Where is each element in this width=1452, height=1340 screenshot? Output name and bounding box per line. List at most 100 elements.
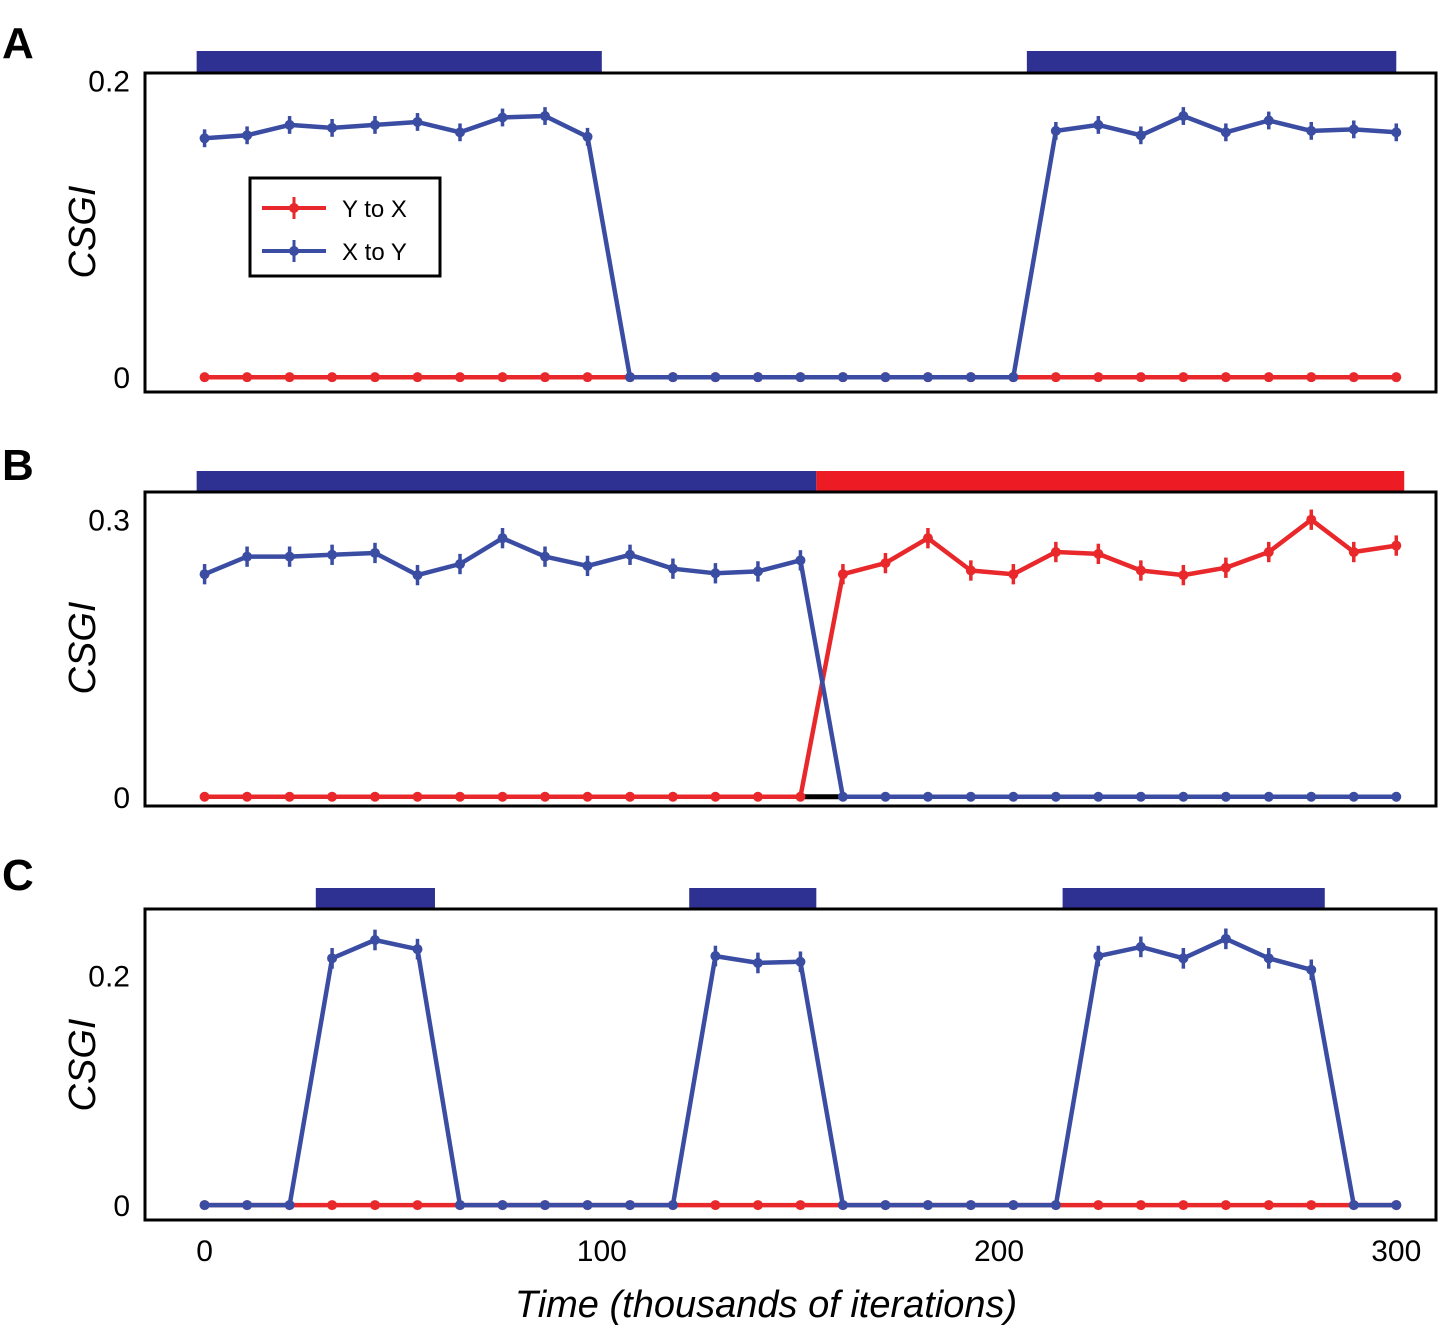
condition-band (816, 471, 1405, 493)
data-point-y-to-x (1220, 372, 1231, 383)
data-point-x-to-y (540, 551, 551, 562)
data-point-x-to-y (327, 549, 338, 560)
data-point-y-to-x (1263, 1200, 1274, 1211)
data-point-y-to-x (540, 372, 551, 383)
data-point-y-to-x (582, 372, 593, 383)
x-tick-label: 0 (196, 1235, 213, 1268)
data-point-x-to-y (497, 533, 508, 544)
data-point-y-to-x (1135, 565, 1146, 576)
data-point-x-to-y (710, 951, 721, 962)
data-point-y-to-x (837, 569, 848, 580)
data-point-x-to-y (497, 1200, 508, 1211)
condition-bands-a (196, 51, 1397, 73)
data-point-y-to-x (327, 372, 338, 383)
data-point-y-to-x (455, 791, 466, 802)
data-point-y-to-x (922, 533, 933, 544)
data-point-y-to-x (1135, 1200, 1146, 1211)
data-point-x-to-y (922, 372, 933, 383)
data-point-y-to-x (412, 372, 423, 383)
data-point-x-to-y (242, 130, 253, 141)
data-point-y-to-x (1348, 372, 1359, 383)
data-point-x-to-y (1093, 119, 1104, 130)
panel-c: C 00.2 CSGI 0 100 200 300 (2, 851, 1438, 1268)
data-point-x-to-y (412, 944, 423, 955)
data-point-y-to-x (497, 372, 508, 383)
data-point-x-to-y (1050, 791, 1061, 802)
data-point-x-to-y (880, 1200, 891, 1211)
data-point-y-to-x (625, 791, 636, 802)
data-point-y-to-x (242, 791, 253, 802)
data-point-x-to-y (667, 563, 678, 574)
data-point-x-to-y (412, 570, 423, 581)
data-point-x-to-y (1220, 127, 1231, 138)
data-point-x-to-y (837, 372, 848, 383)
data-point-x-to-y (1093, 951, 1104, 962)
condition-bands-b (196, 471, 1405, 493)
data-point-x-to-y (667, 372, 678, 383)
series-c (199, 928, 1402, 1211)
panel-label-a: A (2, 19, 34, 68)
data-point-x-to-y (455, 1200, 466, 1211)
data-point-x-to-y (922, 791, 933, 802)
data-point-y-to-x (1135, 372, 1146, 383)
data-point-y-to-x (497, 791, 508, 802)
data-point-x-to-y (752, 372, 763, 383)
data-point-y-to-x (412, 1200, 423, 1211)
data-point-x-to-y (1348, 1200, 1359, 1211)
legend-box (248, 176, 442, 278)
data-point-y-to-x (1306, 514, 1317, 525)
data-point-x-to-y (582, 131, 593, 142)
y-ticks-a: 00.2 (88, 65, 130, 395)
data-point-x-to-y (880, 791, 891, 802)
data-point-y-to-x (795, 1200, 806, 1211)
data-point-x-to-y (369, 547, 380, 558)
data-point-x-to-y (1135, 941, 1146, 952)
data-point-y-to-x (1178, 1200, 1189, 1211)
data-point-x-to-y (880, 372, 891, 383)
data-point-y-to-x (1178, 372, 1189, 383)
data-point-x-to-y (327, 953, 338, 964)
data-point-x-to-y (625, 372, 636, 383)
data-point-y-to-x (369, 372, 380, 383)
data-point-x-to-y (1263, 791, 1274, 802)
data-point-y-to-x (880, 558, 891, 569)
data-point-x-to-y (284, 119, 295, 130)
data-point-x-to-y (412, 116, 423, 127)
y-axis-label-a: CSGI (62, 185, 104, 278)
condition-band (1062, 888, 1325, 909)
data-point-y-to-x (199, 372, 210, 383)
panel-b: B 00.3 CSGI (2, 441, 1438, 815)
data-point-y-to-x (582, 791, 593, 802)
axes-frame-b (143, 490, 1438, 808)
data-point-y-to-x (369, 1200, 380, 1211)
data-point-x-to-y (1306, 791, 1317, 802)
data-point-x-to-y (1220, 933, 1231, 944)
series-a (199, 107, 1402, 383)
data-point-x-to-y (795, 956, 806, 967)
y-tick-label: 0.2 (88, 65, 130, 98)
data-point-x-to-y (284, 1200, 295, 1211)
data-point-y-to-x (412, 791, 423, 802)
data-point-x-to-y (922, 1200, 933, 1211)
data-point-x-to-y (1008, 791, 1019, 802)
y-tick-label: 0 (113, 782, 130, 815)
data-point-y-to-x (327, 1200, 338, 1211)
condition-band (196, 51, 602, 73)
panel-a: A 00.2 CSGI Y to X X to Y (2, 19, 1438, 395)
data-point-x-to-y (1263, 953, 1274, 964)
data-point-x-to-y (284, 551, 295, 562)
data-point-x-to-y (1008, 1200, 1019, 1211)
data-point-x-to-y (965, 1200, 976, 1211)
y-tick-label: 0 (113, 362, 130, 395)
data-point-x-to-y (1306, 125, 1317, 136)
data-point-y-to-x (540, 791, 551, 802)
data-point-y-to-x (1263, 547, 1274, 558)
data-point-y-to-x (1093, 372, 1104, 383)
x-ticks: 0 100 200 300 (196, 1235, 1421, 1268)
data-point-y-to-x (455, 372, 466, 383)
data-point-y-to-x (327, 791, 338, 802)
series-b (199, 509, 1402, 802)
data-point-y-to-x (965, 565, 976, 576)
data-point-y-to-x (1391, 540, 1402, 551)
